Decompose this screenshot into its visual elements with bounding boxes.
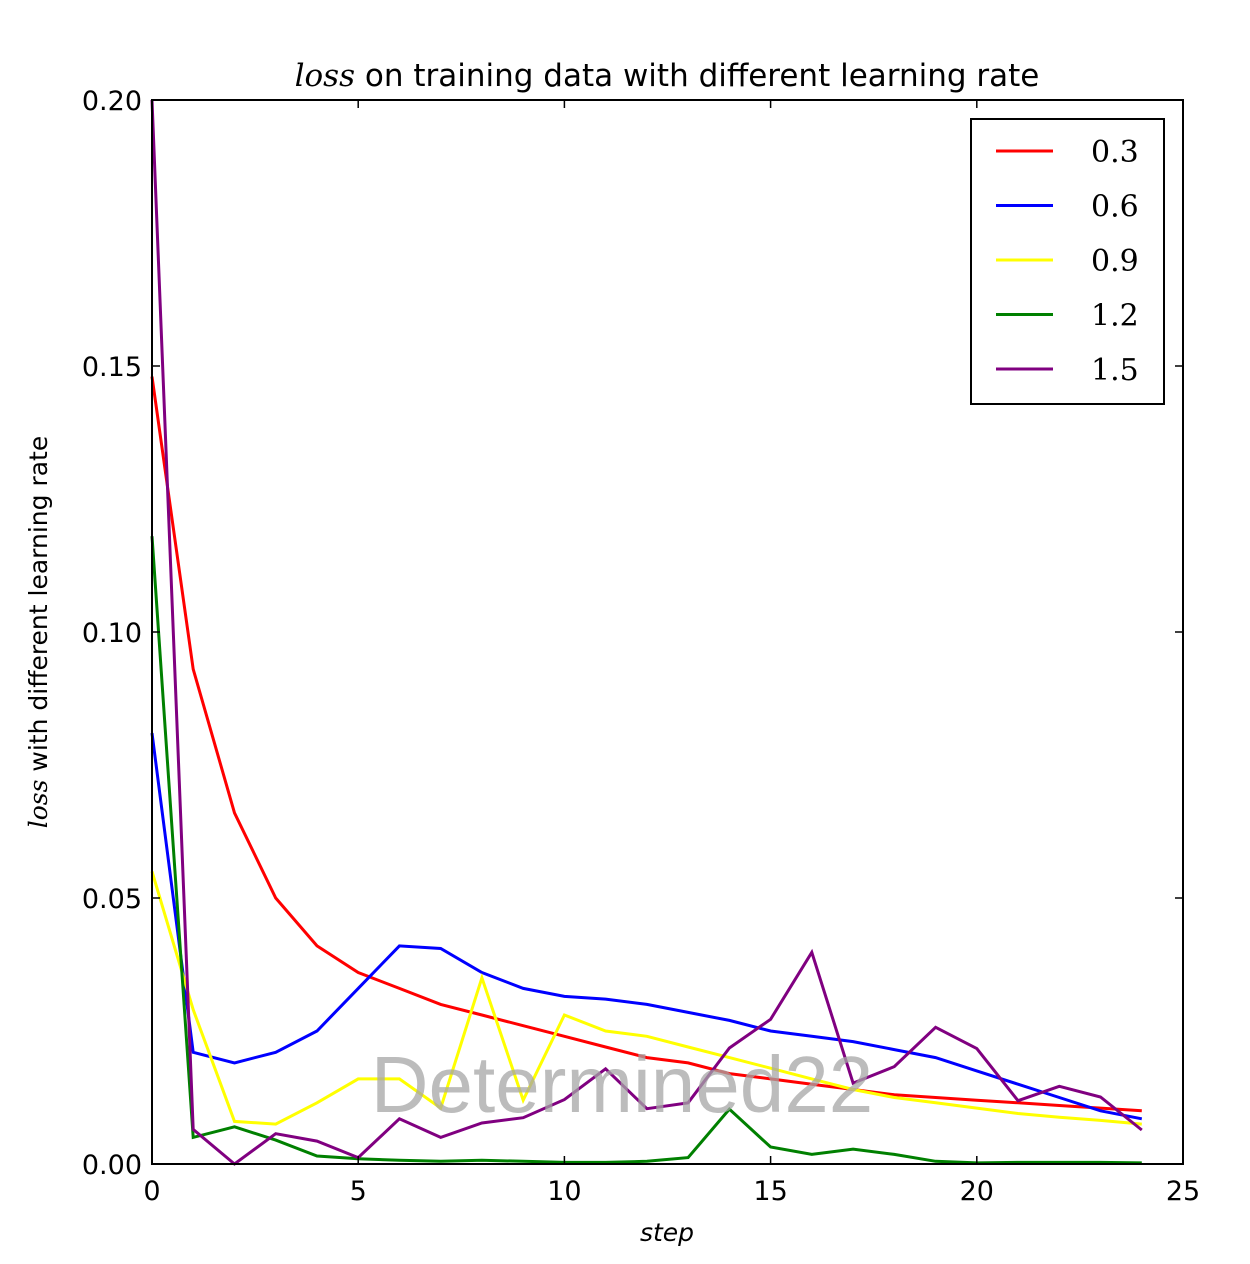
x-tick-label: 20 xyxy=(960,1176,994,1207)
y-tick-label: 0.20 xyxy=(82,86,142,117)
x-tick-label: 5 xyxy=(350,1176,367,1207)
chart-title: loss on training data with different lea… xyxy=(295,58,1040,94)
y-tick-label: 0.05 xyxy=(82,884,142,915)
y-tick-label: 0.00 xyxy=(82,1150,142,1181)
series-line-0-6 xyxy=(150,732,1143,1121)
ticks: 0 5 10 15 20 25 0.00 0.05 0.10 0.15 0.20 xyxy=(82,86,1200,1207)
y-tick-label: 0.15 xyxy=(82,352,142,383)
x-tick-label: 0 xyxy=(143,1176,160,1207)
legend-label: 0.3 xyxy=(1091,135,1139,170)
chart-title-rest: on training data with different learning… xyxy=(355,58,1039,94)
y-axis-label-math: loss xyxy=(24,780,53,829)
series-line-0-3 xyxy=(150,376,1142,1113)
y-axis-label-rest: with different learning rate xyxy=(24,436,53,780)
y-tick-label: 0.10 xyxy=(82,618,142,649)
chart-title-math: loss xyxy=(295,58,355,94)
x-tick-label: 10 xyxy=(547,1176,581,1207)
legend: 0.3 0.6 0.9 1.2 1.5 xyxy=(970,118,1165,405)
legend-label: 1.2 xyxy=(1091,299,1139,334)
series-line-0-9 xyxy=(150,870,1142,1126)
y-axis-label: loss with different learning rate xyxy=(24,436,53,829)
watermark: Determined22 xyxy=(371,1040,874,1129)
legend-label: 1.5 xyxy=(1091,353,1139,388)
legend-label: 0.9 xyxy=(1091,244,1139,279)
x-axis-label: step xyxy=(640,1218,694,1247)
series-line-1-5 xyxy=(150,99,1143,1166)
legend-label: 0.6 xyxy=(1091,190,1139,225)
x-tick-label: 25 xyxy=(1166,1176,1200,1207)
x-tick-label: 15 xyxy=(753,1176,787,1207)
